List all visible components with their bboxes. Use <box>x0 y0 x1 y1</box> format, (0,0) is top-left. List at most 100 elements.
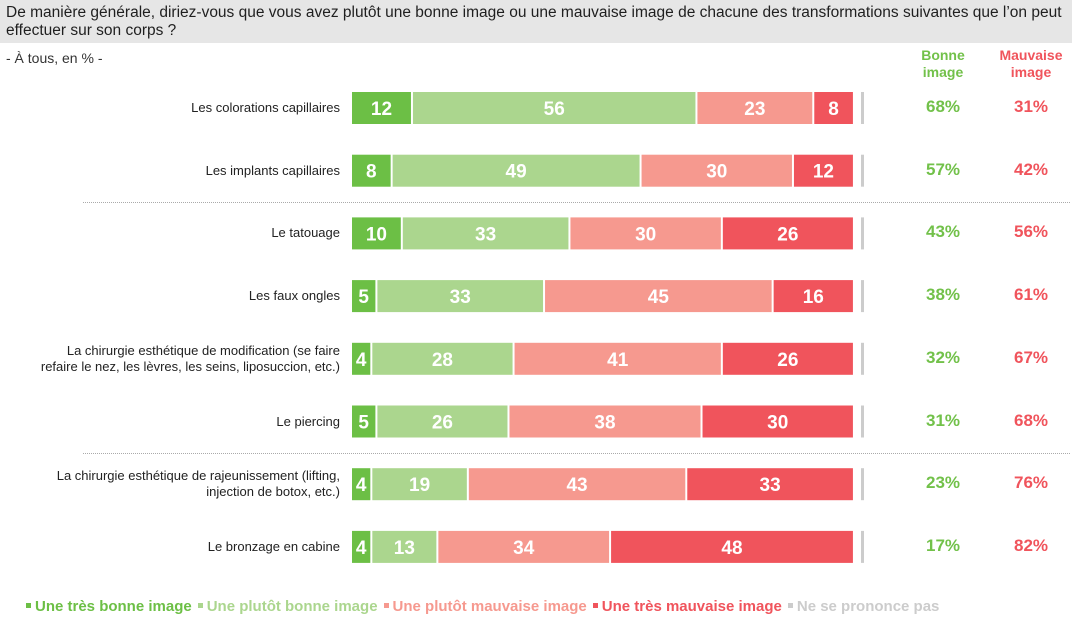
legend-item-rather-good: Une plutôt bonne image <box>197 598 378 615</box>
good-image-total: 57% <box>925 159 961 179</box>
bad-image-total: 76% <box>1013 473 1049 493</box>
bar-segment-no-opinion <box>861 405 864 438</box>
category-label-line: Le bronzage en cabine <box>207 538 340 554</box>
category-label: Les implants capillaires <box>20 163 340 179</box>
good-image-total: 32% <box>925 347 961 367</box>
category-label-line: injection de botox, etc.) <box>206 484 340 500</box>
bar-value-label: 34 <box>513 538 535 559</box>
legend-item-rather-bad: Une plutôt mauvaise image <box>383 598 587 615</box>
category-label-line: Les colorations capillaires <box>191 100 340 115</box>
question-text: De manière générale, diriez-vous que vou… <box>6 4 1062 39</box>
bar-segment-very-bad <box>814 92 853 124</box>
category-label: La chirurgie esthétique de rajeunissemen… <box>20 468 340 500</box>
category-label: La chirurgie esthétique de modification … <box>20 343 340 375</box>
category-label: Le piercing <box>20 414 340 430</box>
good-image-total: 43% <box>925 222 961 242</box>
bar-segment-no-opinion <box>861 468 864 501</box>
legend-swatch-icon <box>787 602 793 608</box>
category-label-line: Les implants capillaires <box>205 162 340 178</box>
bar-value-label: 5 <box>358 287 369 308</box>
good-image-total: 17% <box>925 535 961 555</box>
bar-segment-very-bad <box>793 154 853 187</box>
bar-segment-no-opinion <box>861 154 864 187</box>
legend-swatch-icon <box>26 602 31 608</box>
bad-image-total: 67% <box>1013 347 1049 367</box>
legend-item-very-good: Une très bonne image <box>26 598 192 615</box>
bar-segment-very-bad <box>722 217 853 250</box>
category-label: Les colorations capillaires <box>20 100 340 116</box>
bar-value-label: 43 <box>566 475 587 496</box>
bar-value-label: 16 <box>803 287 824 308</box>
bad-image-column-header: Mauvaise image <box>999 47 1063 80</box>
category-label: Les faux ongles <box>20 288 340 304</box>
bad-image-total: 68% <box>1013 410 1049 430</box>
chart-legend: Une très bonne image Une plutôt bonne ima… <box>26 598 945 615</box>
bar-segment-rather-good <box>402 217 569 250</box>
bar-value-label: 13 <box>394 538 415 559</box>
bar-value-label: 49 <box>506 162 527 183</box>
bar-value-label: 45 <box>648 287 670 308</box>
category-label-line: Le piercing <box>276 413 340 429</box>
bar-segment-very-good <box>352 92 411 124</box>
bar-value-label: 38 <box>594 413 615 434</box>
bar-segment-rather-bad <box>641 154 792 187</box>
bar-value-label: 48 <box>721 538 742 559</box>
bar-segment-very-good <box>352 154 391 187</box>
bar-segment-no-opinion <box>861 530 864 563</box>
question-header: De manière générale, diriez-vous que vou… <box>0 0 1072 43</box>
bar-segment-very-bad <box>702 405 853 438</box>
good-image-total: 38% <box>925 285 961 305</box>
category-label: Le bronzage en cabine <box>20 539 340 555</box>
bar-value-label: 4 <box>356 475 367 496</box>
category-label-line: La chirurgie esthétique de rajeunissemen… <box>56 468 340 484</box>
bar-value-label: 26 <box>432 413 453 434</box>
group-divider <box>83 453 1070 454</box>
bar-value-label: 33 <box>450 287 471 308</box>
bar-value-label: 12 <box>371 99 392 120</box>
bar-value-label: 33 <box>475 224 496 245</box>
bar-segment-very-good <box>352 405 376 438</box>
good-image-total: 31% <box>925 410 961 430</box>
bar-value-label: 30 <box>767 413 788 434</box>
bar-segment-rather-bad <box>468 468 686 501</box>
bad-image-total: 82% <box>1013 535 1049 555</box>
legend-swatch-icon <box>592 602 598 608</box>
bar-segment-rather-good <box>372 530 437 563</box>
bar-segment-very-good <box>352 530 371 563</box>
bar-value-label: 19 <box>409 475 430 496</box>
bar-segment-no-opinion <box>861 92 864 124</box>
category-label-line: refaire le nez, les lèvres, les seins, l… <box>40 358 340 374</box>
bar-segment-rather-bad <box>697 92 813 124</box>
bar-value-label: 5 <box>358 413 369 434</box>
bad-image-total: 61% <box>1013 285 1049 305</box>
bar-segment-very-good <box>352 468 371 501</box>
bar-segment-rather-good <box>372 342 513 375</box>
category-label-line: La chirurgie esthétique de modification … <box>66 342 340 358</box>
legend-label: Une plutôt bonne image <box>206 598 378 615</box>
bar-segment-rather-good <box>372 468 467 501</box>
bar-segment-rather-bad <box>514 342 721 375</box>
good-image-total: 23% <box>925 473 961 493</box>
bad-image-total: 42% <box>1013 159 1049 179</box>
bar-value-label: 26 <box>777 350 798 371</box>
bar-segment-rather-good <box>392 154 640 187</box>
bar-value-label: 10 <box>366 224 387 245</box>
bar-segment-rather-good <box>412 92 696 124</box>
legend-label: Une très bonne image <box>35 598 192 615</box>
bar-value-label: 26 <box>777 224 798 245</box>
bar-value-label: 33 <box>760 475 781 496</box>
bar-value-label: 41 <box>607 350 629 371</box>
bar-segment-rather-good <box>377 280 544 313</box>
bar-segment-no-opinion <box>861 342 864 375</box>
bar-value-label: 8 <box>828 99 839 120</box>
bar-segment-very-good <box>352 342 371 375</box>
category-label-line: Les faux ongles <box>248 288 340 304</box>
legend-label: Une très mauvaise image <box>601 598 782 615</box>
bar-segment-rather-good <box>377 405 508 438</box>
bad-image-total: 56% <box>1013 222 1049 242</box>
legend-label: Ne se prononce pas <box>796 598 940 615</box>
bar-value-label: 28 <box>432 350 453 371</box>
bar-segment-very-good <box>352 280 376 313</box>
good-image-column-header: Bonne image <box>921 47 965 80</box>
